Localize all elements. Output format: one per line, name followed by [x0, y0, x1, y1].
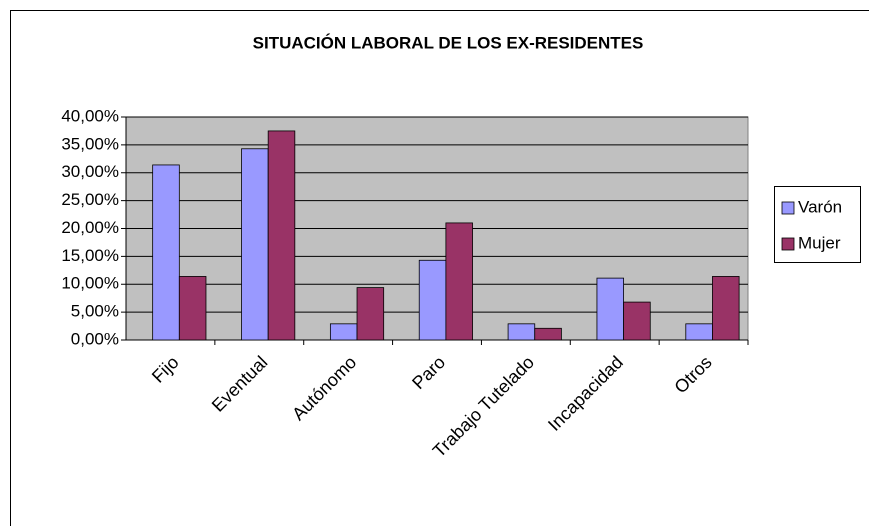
legend-label: Varón: [798, 197, 842, 216]
legend-swatch: [781, 201, 795, 215]
bar: [534, 327, 562, 341]
y-tick-label: 30,00%: [61, 162, 119, 181]
y-tick-label: 25,00%: [61, 190, 119, 209]
y-tick-label: 40,00%: [61, 106, 119, 125]
y-tick-label: 5,00%: [71, 302, 119, 321]
legend-label: Mujer: [798, 233, 841, 252]
bar: [712, 276, 740, 341]
bar: [241, 148, 269, 341]
bar: [356, 287, 385, 341]
bar: [623, 301, 651, 341]
y-tick-label: 15,00%: [61, 246, 119, 265]
bar: [418, 259, 447, 341]
bar: [507, 323, 536, 341]
bar: [152, 164, 180, 341]
bar: [445, 222, 473, 341]
bar: [329, 323, 358, 341]
legend-swatch: [781, 237, 795, 251]
y-tick-label: 0,00%: [71, 329, 119, 348]
chart-title: SITUACIÓN LABORAL DE LOS EX-RESIDENTES: [253, 33, 644, 52]
y-tick-label: 10,00%: [61, 274, 119, 293]
y-tick-label: 20,00%: [61, 218, 119, 237]
bar: [178, 276, 207, 341]
y-tick-label: 35,00%: [61, 134, 119, 153]
bar: [596, 277, 625, 341]
bar: [685, 323, 713, 341]
bar: [267, 130, 296, 341]
